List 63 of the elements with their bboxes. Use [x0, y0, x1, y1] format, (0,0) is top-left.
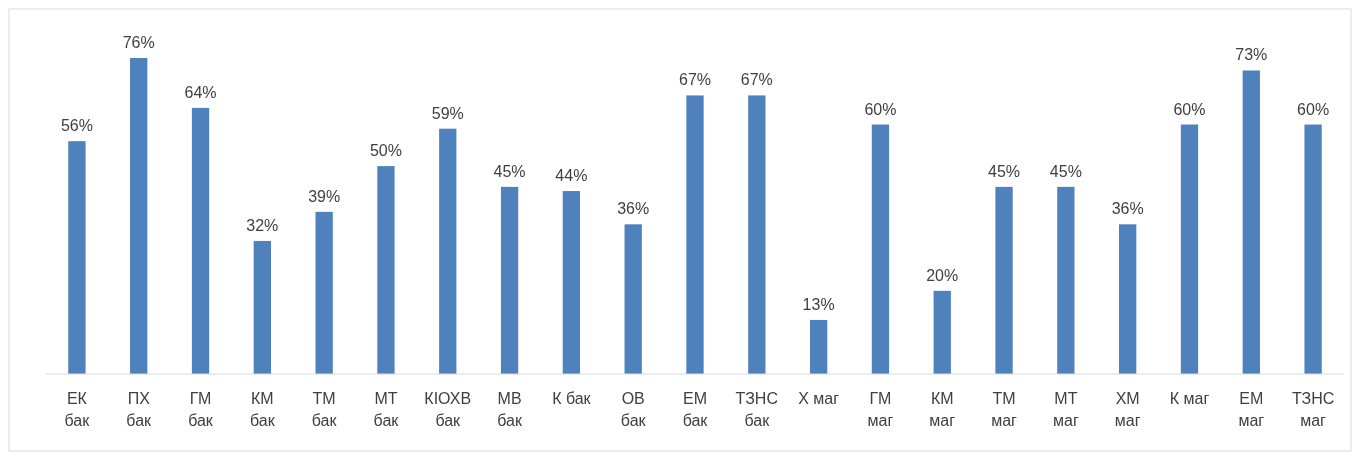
data-label: 13%	[802, 295, 835, 313]
bar	[995, 186, 1013, 374]
data-label: 32%	[246, 216, 279, 234]
data-label: 36%	[1111, 200, 1144, 218]
data-label: 73%	[1235, 46, 1268, 64]
data-label: 36%	[617, 200, 650, 218]
bar	[439, 128, 457, 374]
x-tick-label: К бак	[552, 390, 592, 407]
x-tick-label: ЕК бак	[64, 390, 91, 429]
bar	[686, 95, 704, 374]
x-tick-label: ЕМ бак	[682, 390, 709, 429]
data-label: 20%	[926, 266, 959, 284]
x-tick-label: ГМ маг	[867, 390, 894, 429]
x-tick-label: МТ бак	[373, 390, 400, 429]
data-label: 56%	[60, 117, 93, 135]
bar	[253, 240, 271, 374]
data-label: 59%	[431, 104, 464, 122]
data-label: 45%	[1049, 162, 1082, 180]
data-label: 39%	[308, 187, 341, 205]
x-tick-label: КІОХВ бак	[424, 390, 472, 429]
x-tick-label: ТЗНС бак	[735, 390, 778, 429]
bar	[130, 58, 148, 374]
bar	[1180, 124, 1199, 374]
bar	[1057, 186, 1075, 374]
data-label: 44%	[555, 167, 588, 185]
bar	[1304, 124, 1322, 374]
bar	[933, 290, 951, 374]
data-label: 60%	[864, 100, 897, 118]
bar	[191, 107, 210, 374]
bar	[1119, 224, 1137, 374]
bar	[809, 319, 828, 374]
bar	[748, 95, 766, 374]
data-label: 60%	[1173, 100, 1206, 118]
x-tick-label: ГМ бак	[188, 390, 214, 429]
bar	[68, 141, 86, 374]
bar	[377, 166, 395, 374]
x-tick-label: МТ маг	[1052, 390, 1079, 429]
x-tick-label: ТМ бак	[311, 390, 338, 429]
data-label: 60%	[1297, 100, 1330, 118]
data-label: 76%	[122, 34, 155, 51]
x-tick-label: ТЗНС маг	[1291, 390, 1335, 429]
bar	[562, 191, 581, 374]
data-label: 45%	[493, 162, 526, 180]
bar	[315, 211, 333, 374]
data-label: 45%	[988, 162, 1021, 180]
x-tick-label: Х маг	[798, 390, 840, 407]
bar	[624, 224, 642, 374]
data-label: 50%	[369, 142, 402, 160]
data-label: 67%	[740, 71, 773, 89]
x-tick-label: ОВ бак	[620, 390, 647, 429]
x-tick-label: ХМ маг	[1114, 390, 1141, 429]
x-tick-label: ПХ бак	[126, 390, 153, 429]
x-tick-label: МВ бак	[497, 390, 523, 429]
data-label: 67%	[678, 71, 712, 89]
bar	[871, 124, 890, 374]
x-tick-label: ТМ маг	[991, 390, 1018, 429]
x-tick-label: КМ маг	[929, 390, 956, 429]
x-tick-label: КМ бак	[249, 390, 276, 429]
bar	[1242, 70, 1260, 374]
bar	[500, 186, 519, 374]
x-tick-label: ЕМ маг	[1238, 390, 1265, 429]
data-label: 64%	[184, 83, 217, 101]
x-tick-label: К маг	[1169, 390, 1210, 407]
